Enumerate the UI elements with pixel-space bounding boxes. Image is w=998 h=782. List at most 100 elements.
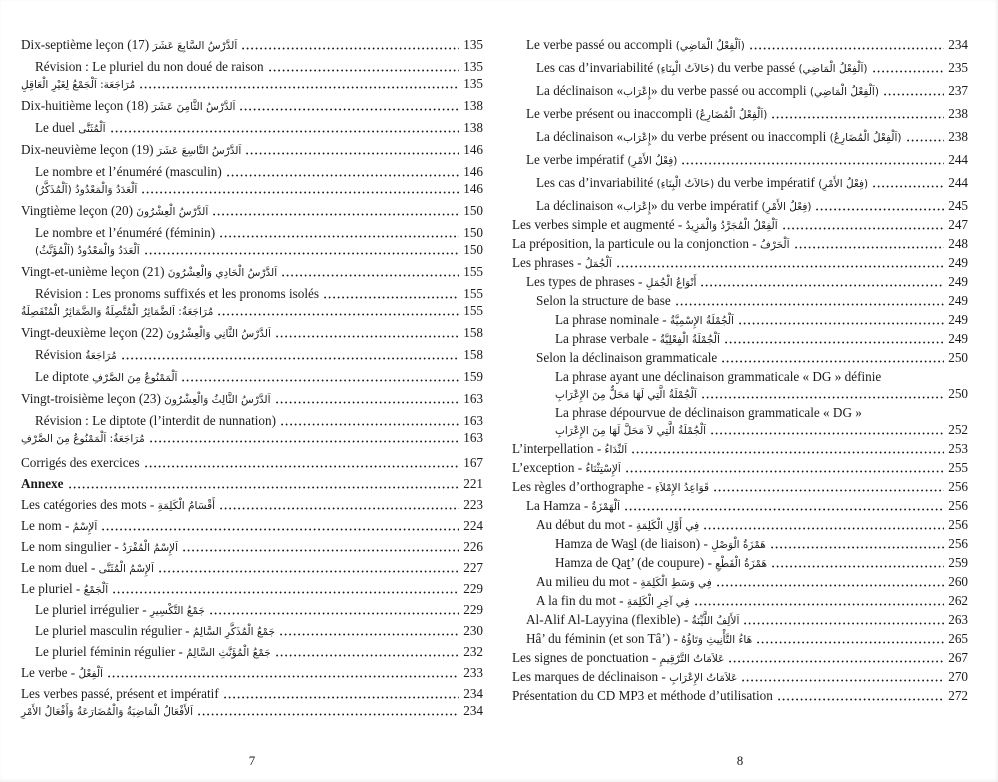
- french-text: Révision : Les pronoms suffixés et les p…: [35, 286, 320, 301]
- dot-leader: [223, 696, 460, 699]
- arabic-text: اَلإِسْمُ الْمُثَنَّى: [98, 563, 154, 575]
- toc-entry-label: Le nombre et l’énuméré (féminin): [35, 225, 215, 241]
- dot-leader: [226, 174, 460, 177]
- french-text: Corrigés des exercices: [21, 455, 140, 470]
- toc-entry-label: La phrase nominale - اَلْجُمْلَةُ الإِسْ…: [555, 312, 734, 329]
- toc-entry-label: La préposition, la particule ou la conjo…: [512, 236, 790, 253]
- dot-leader: [220, 235, 460, 238]
- dot-leader: [275, 654, 460, 657]
- page-ref: 150: [463, 225, 483, 240]
- toc-row: La déclinaison «إِعْرَاب» du verbe prése…: [536, 129, 968, 145]
- toc-entry-label: Le pluriel masculin régulier - جَمْعُ ال…: [35, 623, 275, 640]
- dot-leader: [701, 284, 945, 287]
- french-text: Le pluriel -: [21, 581, 84, 596]
- toc-entry-label: Présentation du CD MP3 et méthode d’util…: [512, 688, 773, 704]
- arabic-text: فِي آخِرِ الْكَلِمَةِ: [626, 596, 690, 608]
- french-text: Al-Alif Al-Layyina (flexible) -: [526, 612, 692, 627]
- dot-leader: [213, 213, 460, 216]
- french-text: Au début du mot -: [536, 517, 636, 532]
- dot-leader: [268, 69, 460, 72]
- page-ref: 262: [948, 593, 968, 608]
- toc-entry-label: Le verbe - اَلْفِعْلُ: [21, 665, 103, 682]
- toc-row: Présentation du CD MP3 et méthode d’util…: [512, 688, 968, 704]
- page-ref: 245: [948, 198, 968, 213]
- page-ref: 135: [463, 76, 483, 91]
- arabic-text: إِعْرَاب: [623, 201, 651, 213]
- toc-row: Révision : Le diptote (l’interdit de nun…: [35, 413, 483, 429]
- toc-row: Les phrases - اَلْجُمَلُ 249: [512, 255, 968, 271]
- toc-row: اَلْجُمْلَةُ الَّتِي لَهَا مَحَلٌّ مِنَ …: [555, 386, 968, 402]
- toc-row: Les cas d’invariabilité (حَالاَتُ الْبِن…: [536, 60, 968, 76]
- toc-entry-label: Dix-huitième leçon (18) اَلدَّرْسُ الثَّ…: [21, 98, 235, 115]
- french-text: Le diptote: [35, 369, 93, 384]
- toc-entry-label: اَلْجُمْلَةُ الَّتِي لَهَا مَحَلٌّ مِنَ …: [555, 386, 697, 403]
- french-text: Le verbe -: [21, 665, 79, 680]
- page-ref: 253: [948, 441, 968, 456]
- toc-row: Dix-huitième leçon (18) اَلدَّرْسُ الثَّ…: [21, 98, 483, 114]
- toc-row: Le diptote اَلْمَمْنُوعُ مِنَ الصَّرْفِ 1…: [35, 369, 483, 385]
- dot-leader: [714, 489, 945, 492]
- arabic-text: اَلنِّدَاءُ: [604, 444, 628, 456]
- dot-leader: [113, 591, 460, 594]
- page-ref: 155: [463, 286, 483, 301]
- toc-row: Hamza de Wasl (de liaison) - هَمْزَةُ ال…: [555, 536, 968, 552]
- arabic-text: إِعْرَاب: [623, 86, 651, 98]
- french-text: Dix-neuvième leçon (19): [21, 142, 157, 157]
- page-ref: 249: [948, 312, 968, 327]
- page-ref: 233: [463, 665, 483, 680]
- arabic-text: اَلدَّرْسُ الْعِشْرُونَ: [136, 206, 209, 218]
- arabic-text: اَلإِسْمُ: [72, 521, 98, 533]
- toc-row: Révision : Les pronoms suffixés et les p…: [35, 286, 483, 302]
- toc-entry-label: اَلْجُمْلَةُ الَّتِي لاَ مَحَلَّ لَهَا م…: [555, 422, 706, 439]
- toc-row: L’exception - اَلإِسْتِثْنَاءُ 255: [512, 460, 968, 476]
- dot-leader: [275, 335, 460, 338]
- french-text: Le nombre et l’énuméré (féminin): [35, 225, 216, 240]
- toc-entry-label: Le duel اَلْمُثَنَّى: [35, 120, 106, 137]
- page-ref: 229: [463, 581, 483, 596]
- french-text: Hamza de Qa: [555, 555, 627, 570]
- french-text: Les phrases -: [512, 255, 585, 270]
- french-text: du verbe passé: [714, 60, 799, 75]
- dot-leader: [182, 379, 460, 382]
- dot-leader: [794, 246, 945, 249]
- arabic-text: اَلإِسْمُ الْمُفْرَدُ: [122, 542, 179, 554]
- toc-row: Les verbes simple et augmenté - اَلْفِعْ…: [512, 217, 968, 233]
- toc-entry-label: Vingt-et-unième leçon (21) اَلدَّرْسُ ال…: [21, 264, 277, 281]
- toc-row: La déclinaison «إِعْرَاب» du verbe impér…: [536, 198, 968, 214]
- french-text: Dix-septième leçon (17): [21, 37, 153, 52]
- french-text: La phrase verbale -: [555, 331, 660, 346]
- toc-row: Les règles d’orthographe - قَوَاعِدُ الإ…: [512, 479, 968, 495]
- toc-row: Vingt-deuxième leçon (22) اَلدَّرْسُ الث…: [21, 325, 483, 341]
- toc-row: La Hamza - اَلْهَمْزَةُ 256: [526, 498, 968, 514]
- toc-page-left: Dix-septième leçon (17) اَلدَّرْسُ السَّ…: [21, 37, 483, 719]
- french-text: Selon la déclinaison grammaticale: [536, 350, 718, 365]
- dot-leader: [110, 130, 460, 133]
- toc-entry-label: La déclinaison «إِعْرَاب» du verbe impér…: [536, 198, 811, 215]
- toc-row: Le pluriel féminin régulier - جَمْعُ الْ…: [35, 644, 483, 660]
- toc-entry-label: Hamza de Qat’ (de coupure) - هَمْزَةُ ال…: [555, 555, 767, 572]
- toc-entry-label: اَلْعَدَدُ وَالْمَعْدُودُ (اَلْمُذَكَّرُ…: [35, 181, 137, 198]
- french-text: Le nom singulier -: [21, 539, 123, 554]
- french-text: La préposition, la particule ou la conjo…: [512, 236, 760, 251]
- french-text: Les cas d’invariabilité: [536, 175, 657, 190]
- french-text: Le verbe présent ou inaccompli: [526, 106, 696, 121]
- page-ref: 234: [463, 703, 483, 718]
- toc-entry-label: Le nom singulier - اَلإِسْمُ الْمُفْرَدُ: [21, 539, 178, 556]
- dot-leader: [749, 47, 945, 50]
- toc-row: Le pluriel - اَلْجَمْعُ 229: [21, 581, 483, 597]
- arabic-text: اَلْجُمْلَةُ الإِسْمِيَّةُ: [669, 315, 734, 327]
- toc-row: Les signes de ponctuation - عَلاَمَاتُ ا…: [512, 650, 968, 666]
- toc-entry-label: A la fin du mot - فِي آخِرِ الْكَلِمَةِ: [536, 593, 690, 610]
- page-ref: 227: [463, 560, 483, 575]
- toc-row: مُرَاجَعَةُ: اَلضَّمَائِرُ الْمُتَّصِلَة…: [21, 303, 483, 319]
- page-ref: 270: [948, 669, 968, 684]
- dot-leader: [694, 603, 945, 606]
- toc-row: Les marques de déclinaison - عَلاَمَاتُ …: [512, 669, 968, 685]
- arabic-text: إِعْرَاب: [623, 132, 651, 144]
- dot-leader: [158, 570, 460, 573]
- toc-row: Le nom singulier - اَلإِسْمُ الْمُفْرَدُ…: [21, 539, 483, 555]
- arabic-text: اَلْجُمْلَةُ الَّتِي لاَ مَحَلَّ لَهَا م…: [555, 425, 707, 437]
- french-text: » du verbe passé ou accompli: [650, 83, 810, 98]
- arabic-text: (حَالاَتُ الْبِنَاءِ): [656, 63, 715, 75]
- toc-entry-label: Le verbe présent ou inaccompli (اَلْفِعْ…: [526, 106, 767, 123]
